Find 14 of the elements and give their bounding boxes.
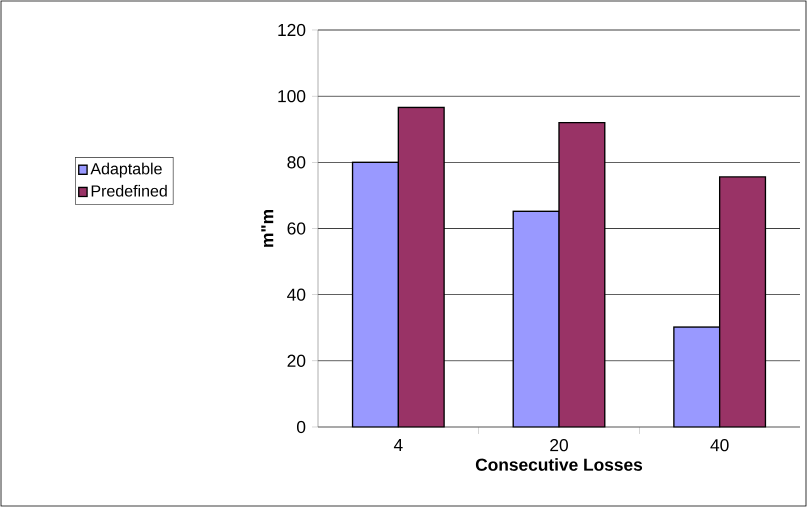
x-axis-title: Consecutive Losses	[476, 458, 642, 471]
x-tick-label: 40	[710, 439, 729, 452]
y-tick-label: 120	[278, 24, 306, 36]
x-tick-label: 4	[394, 439, 403, 451]
y-tick-label: 40	[287, 288, 306, 301]
y-axis-title: m"m	[261, 210, 274, 247]
y-tick-label: 100	[278, 90, 306, 102]
legend-label: Adaptable	[90, 162, 162, 178]
x-tick-label: 20	[550, 439, 568, 452]
y-tick-label: 20	[288, 354, 306, 367]
legend-label: Predefined	[92, 184, 167, 197]
y-tick-label: 80	[287, 156, 306, 168]
y-tick-label: 60	[288, 222, 306, 235]
y-tick-label: 0	[296, 420, 306, 434]
